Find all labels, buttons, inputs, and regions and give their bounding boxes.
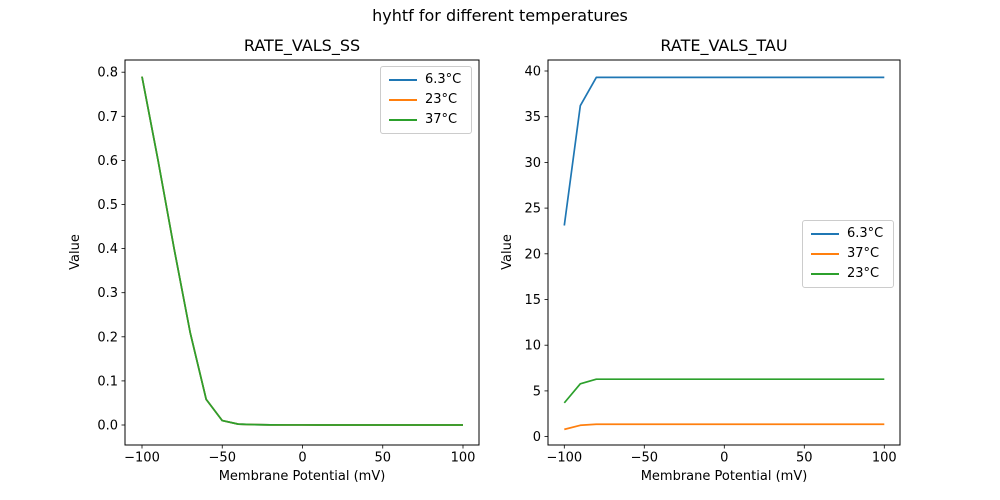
subplot-ss-xlabel: Membrane Potential (mV): [218, 469, 386, 484]
y-tick-label: 5: [533, 384, 541, 399]
legend-label: 23°C: [425, 92, 458, 107]
y-tick-label: 0.5: [97, 198, 118, 213]
x-tick-label: −100: [124, 451, 160, 466]
x-tick-label: 0: [720, 451, 728, 466]
y-tick-label: 40: [524, 65, 541, 80]
subplot-ss-title: RATE_VALS_SS: [243, 36, 361, 55]
legend-line-swatch: [389, 79, 417, 81]
x-tick-label: 0: [298, 451, 306, 466]
x-tick-label: 100: [872, 451, 897, 466]
y-tick-label: 0.3: [97, 286, 118, 301]
subplot-tau-ylabel: Value: [500, 234, 515, 270]
x-tick-label: −100: [546, 451, 582, 466]
series-line: [563, 76, 885, 226]
legend-label: 6.3°C: [847, 226, 884, 241]
y-tick-label: 0.0: [97, 419, 118, 434]
legend-tau-item-2: 23°C: [811, 264, 893, 284]
subplot-tau-xlabel: Membrane Potential (mV): [640, 469, 808, 484]
legend-line-swatch: [811, 253, 839, 255]
y-tick-label: 0.4: [97, 242, 118, 257]
x-tick-label: 50: [796, 451, 813, 466]
y-tick-label: 15: [524, 293, 541, 308]
y-tick-label: 0.6: [97, 154, 118, 169]
subplot-ss-plot-area: −100 −50 0 50 100 0.0 0.1 0.2 0.3 0.4 0.5 0.6 0.7 0.8: [97, 59, 480, 466]
series-line: [141, 76, 463, 426]
y-tick-label: 0.8: [97, 66, 118, 81]
series-line: [564, 423, 885, 431]
figure-title: hyhtf for different temperatures: [372, 6, 628, 25]
legend-line-swatch: [389, 119, 417, 121]
legend-label: 37°C: [425, 112, 458, 127]
subplot-tau-plot-area: −100 −50 0 50 100 0 5 10 15 20 25 30 35 40: [524, 59, 901, 466]
y-tick-label: 0.1: [97, 374, 118, 389]
y-tick-label: 10: [524, 339, 541, 354]
y-tick-label: 0.2: [97, 330, 118, 345]
legend-tau-item-0: 6.3°C: [811, 224, 893, 244]
subplot-ss-ylabel: Value: [68, 234, 83, 270]
subplot-tau-title: RATE_VALS_TAU: [660, 36, 788, 55]
legend-label: 23°C: [847, 266, 880, 281]
legend-label: 6.3°C: [425, 72, 462, 87]
y-tick-label: 30: [524, 156, 541, 171]
legend-ss-item-0: 6.3°C: [389, 70, 471, 90]
y-tick-label: 35: [524, 110, 541, 125]
legend-tau: 6.3°C 37°C 23°C: [802, 220, 894, 288]
axes-spines: [547, 59, 901, 446]
legend-ss-item-1: 23°C: [389, 90, 471, 110]
legend-ss-item-2: 37°C: [389, 110, 471, 130]
x-tick-label: −50: [631, 451, 658, 466]
y-tick-label: 0.7: [97, 110, 118, 125]
x-tick-label: 100: [451, 451, 476, 466]
y-tick-label: 25: [524, 202, 541, 217]
x-tick-label: 50: [374, 451, 391, 466]
axes-spines: [124, 59, 480, 446]
legend-label: 37°C: [847, 246, 880, 261]
legend-line-swatch: [811, 273, 839, 275]
legend-ss: 6.3°C 23°C 37°C: [380, 66, 472, 134]
series-line: [563, 378, 885, 404]
x-tick-label: −50: [209, 451, 236, 466]
legend-tau-item-1: 37°C: [811, 244, 893, 264]
legend-line-swatch: [811, 233, 839, 235]
y-tick-label: 20: [524, 247, 541, 262]
y-tick-label: 0: [533, 430, 541, 445]
legend-line-swatch: [389, 99, 417, 101]
